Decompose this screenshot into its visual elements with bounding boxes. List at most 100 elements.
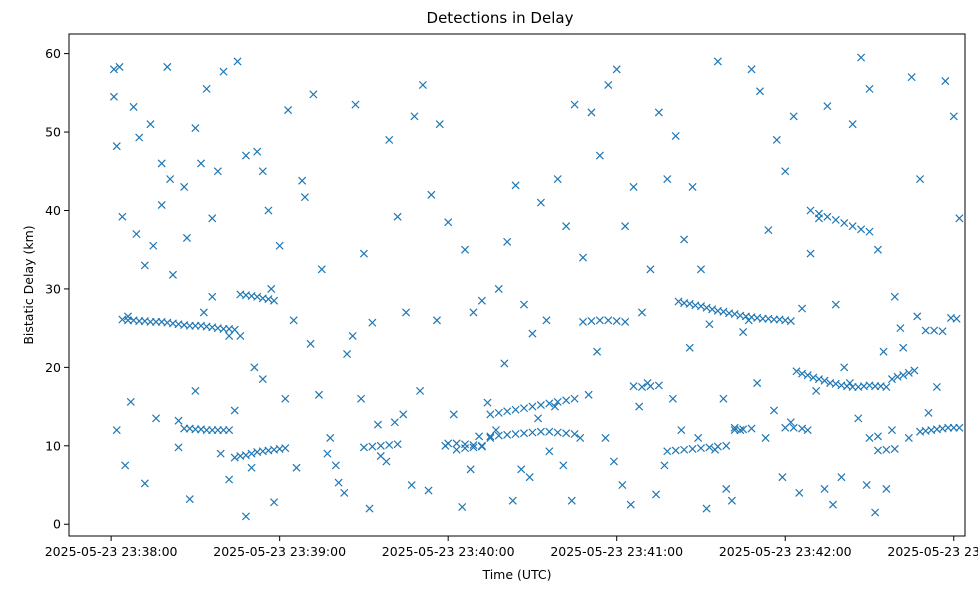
data-point: [789, 112, 798, 121]
data-point: [368, 318, 377, 327]
data-point: [789, 423, 798, 432]
data-point: [477, 296, 486, 305]
data-point: [831, 379, 840, 388]
data-point: [368, 442, 377, 451]
data-point: [323, 449, 332, 458]
data-point: [152, 414, 161, 423]
data-point: [202, 84, 211, 93]
data-point: [241, 451, 250, 460]
data-point: [955, 214, 964, 223]
data-point: [570, 100, 579, 109]
data-point: [140, 261, 149, 270]
data-point: [123, 312, 133, 321]
data-point: [702, 504, 711, 513]
y-tick-label: 40: [45, 203, 61, 218]
data-point: [635, 402, 644, 411]
data-point: [848, 120, 857, 129]
data-point: [390, 418, 399, 427]
data-point: [264, 206, 273, 215]
data-point: [458, 502, 467, 512]
data-point: [798, 424, 807, 433]
data-point: [629, 182, 638, 191]
data-point: [873, 432, 882, 441]
data-point: [890, 292, 899, 301]
data-point: [115, 62, 124, 71]
data-point: [820, 376, 829, 385]
chart-title: Detections in Delay: [427, 9, 574, 27]
data-point: [135, 133, 144, 142]
data-point: [424, 486, 433, 495]
data-point: [385, 440, 394, 450]
data-point: [118, 212, 127, 221]
data-point: [932, 382, 941, 391]
data-point: [798, 304, 807, 313]
data-point: [452, 445, 461, 454]
data-point: [452, 439, 461, 448]
data-point: [469, 440, 478, 450]
data-point: [298, 176, 307, 185]
data-point: [331, 461, 340, 470]
data-point: [618, 480, 627, 490]
data-point: [519, 300, 529, 309]
data-point: [778, 473, 787, 482]
data-point: [121, 461, 130, 470]
data-point: [761, 433, 770, 442]
data-point: [660, 461, 669, 470]
data-point: [213, 167, 222, 176]
data-point: [486, 410, 495, 419]
data-point: [702, 303, 711, 312]
data-point: [899, 343, 908, 352]
data-point: [292, 463, 301, 472]
data-point: [865, 227, 874, 236]
data-point: [241, 512, 250, 521]
data-point: [887, 426, 896, 435]
data-point: [270, 498, 279, 507]
data-point: [365, 504, 374, 513]
data-point: [730, 426, 739, 435]
data-point: [576, 433, 585, 442]
data-point: [593, 347, 602, 356]
data-point: [955, 423, 964, 432]
data-point: [435, 120, 444, 129]
y-tick-label: 60: [45, 46, 61, 61]
data-point: [727, 496, 736, 505]
data-point: [896, 324, 905, 333]
data-point: [132, 229, 141, 239]
data-point: [444, 439, 453, 448]
data-point: [654, 381, 663, 390]
data-point: [562, 429, 571, 438]
data-point: [755, 87, 764, 96]
data-point: [595, 316, 604, 325]
data-point: [865, 84, 874, 93]
data-point: [907, 73, 916, 82]
data-point: [511, 430, 520, 439]
data-point: [713, 57, 722, 66]
data-point: [604, 316, 613, 325]
data-point: [542, 316, 551, 325]
data-point: [233, 57, 242, 66]
data-point: [781, 423, 790, 432]
data-point: [112, 142, 121, 151]
data-point: [199, 308, 208, 317]
y-tick-label: 20: [45, 360, 61, 375]
data-point: [910, 366, 919, 375]
data-point: [663, 447, 672, 456]
data-point: [882, 484, 891, 493]
data-point: [461, 444, 470, 453]
data-point: [730, 309, 739, 319]
y-axis-label: Bistatic Delay (km): [21, 225, 36, 344]
data-point: [477, 442, 486, 451]
data-point: [882, 382, 891, 391]
data-point: [708, 305, 717, 314]
data-point: [503, 407, 512, 416]
data-point: [475, 432, 484, 441]
data-point: [393, 440, 402, 449]
data-point: [668, 394, 677, 403]
data-point: [469, 308, 478, 317]
data-point: [646, 265, 655, 274]
data-point: [517, 465, 526, 474]
data-point: [511, 181, 520, 190]
data-point: [823, 212, 832, 221]
data-point: [677, 426, 686, 435]
data-point: [348, 331, 357, 341]
